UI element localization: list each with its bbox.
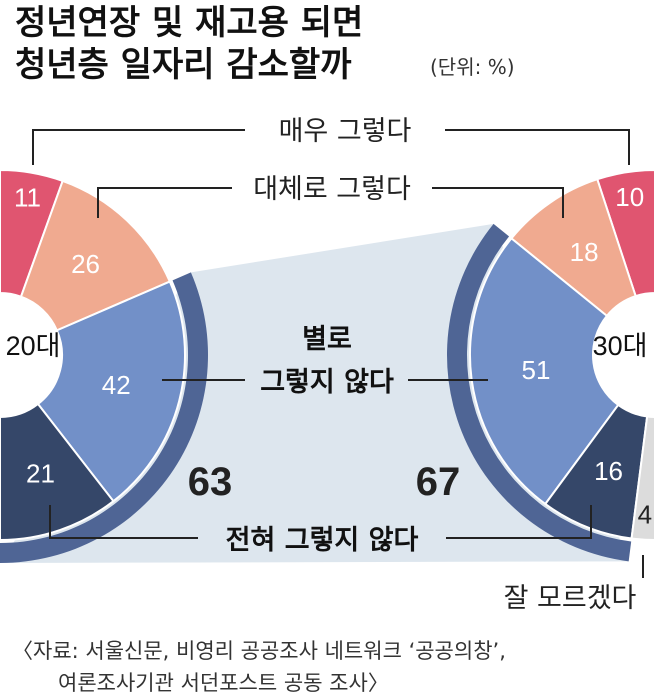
- category-label-mostly-yes: 대체로 그렇다: [253, 174, 411, 205]
- value-label-20s-not-really: 42: [102, 370, 131, 400]
- value-label-30s-mostly-yes: 18: [570, 237, 599, 267]
- value-label-20s-not-at-all: 21: [26, 458, 55, 488]
- category-label-very-yes: 매우 그렇다: [279, 116, 412, 147]
- negative-total-20s: 63: [188, 460, 233, 504]
- leader-not-at-all: [49, 505, 592, 539]
- slice-20s-not-really: [36, 280, 186, 503]
- slice-20s-not-at-all: [0, 402, 115, 542]
- leader-mostly-yes: [97, 187, 564, 218]
- negative-bracket-20s: [0, 272, 208, 563]
- source-line2: 여론조사기관 서던포스트 공동 조사〉: [58, 671, 389, 695]
- category-label-not-at-all: 전혀 그렇지 않다: [226, 525, 419, 556]
- leader-lines: [32, 129, 644, 578]
- source-line1: 〈자료: 서울신문, 비영리 공공조사 네트워크 ‘공공의창’,: [12, 639, 506, 663]
- negative-bracket-30s: [447, 223, 632, 562]
- group-label-30s: 30대: [593, 331, 648, 361]
- category-label-not-really-line2: 그렇지 않다: [260, 367, 394, 398]
- pie-30s: [469, 168, 655, 542]
- negative-total-30s: 67: [416, 460, 461, 504]
- slice-30s-not-really: [469, 236, 620, 506]
- group-label-20s: 20대: [6, 331, 61, 361]
- category-label-dont-know: 잘 모르겠다: [504, 583, 637, 614]
- category-label-not-really-line1: 별로: [302, 324, 352, 355]
- slice-30s-dont-know: [630, 415, 655, 542]
- value-label-30s-dont-know: 4: [638, 500, 652, 530]
- value-label-30s-not-really: 51: [522, 355, 551, 385]
- value-label-20s-very-yes: 11: [14, 182, 41, 212]
- leader-very-yes: [32, 129, 630, 165]
- value-label-20s-mostly-yes: 26: [71, 249, 100, 279]
- value-labels: 11 26 42 21 10 18 51 16 4: [14, 182, 652, 530]
- value-label-30s-not-at-all: 16: [594, 456, 623, 486]
- value-label-30s-very-yes: 10: [615, 182, 644, 212]
- chart-title-line1: 정년연장 및 재고용 되면: [15, 3, 363, 43]
- unit-label: (단위: %): [430, 55, 515, 79]
- chart-title-line2: 청년층 일자리 감소할까: [15, 45, 351, 85]
